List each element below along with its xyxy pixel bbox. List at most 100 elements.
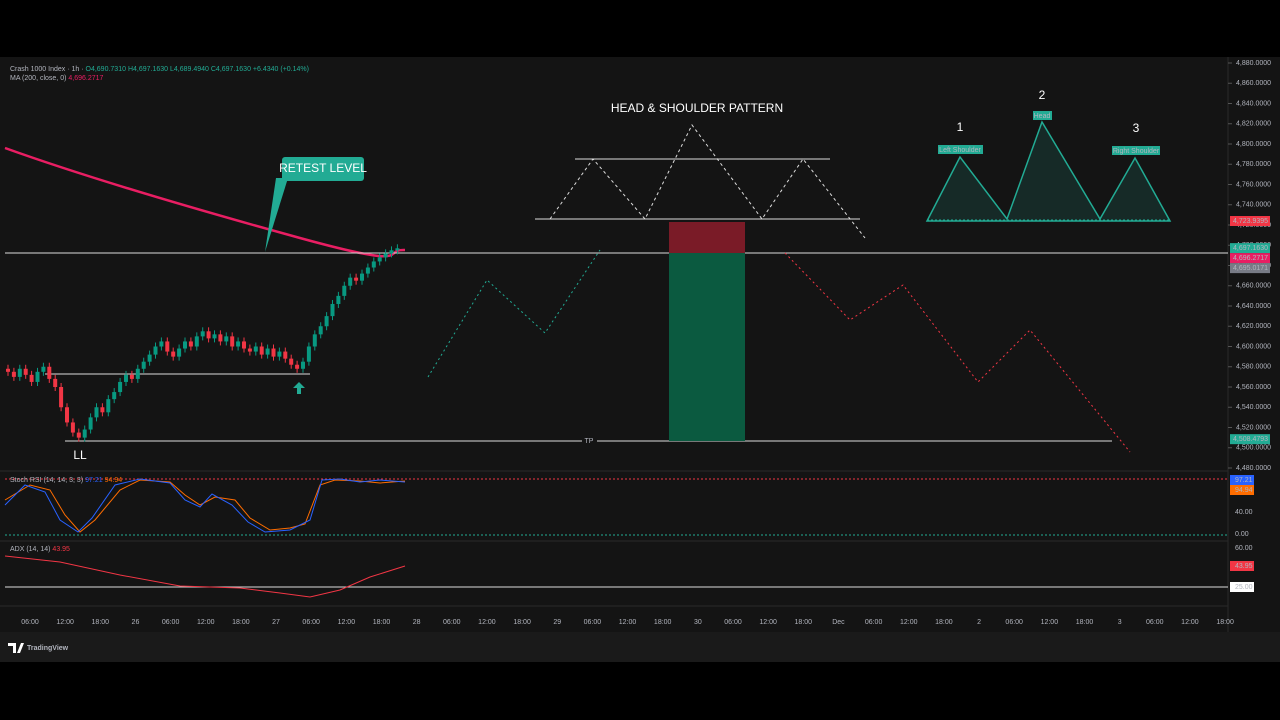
candle bbox=[29, 374, 34, 382]
time-tick: 06:00 bbox=[584, 619, 602, 626]
candle bbox=[271, 348, 276, 357]
candle bbox=[330, 303, 335, 317]
bottom-bar bbox=[0, 632, 1280, 662]
time-tick: 27 bbox=[272, 619, 280, 626]
candle bbox=[11, 371, 16, 377]
time-tick: 18:00 bbox=[92, 619, 110, 626]
candle bbox=[23, 368, 28, 375]
stoch-legend: Stoch RSI (14, 14, 3, 3) 97.21 94.94 bbox=[10, 477, 122, 484]
price-marker bbox=[1230, 263, 1270, 274]
tag-label: Right Shoulder bbox=[1113, 148, 1160, 155]
price-marker bbox=[1230, 434, 1270, 445]
candle bbox=[395, 248, 400, 251]
time-tick: 06:00 bbox=[865, 619, 883, 626]
hs-sketch bbox=[549, 124, 866, 239]
tp-label: TP bbox=[585, 438, 594, 445]
price-tick: 4,560.0000 bbox=[1236, 384, 1271, 391]
time-tick: 12:00 bbox=[619, 619, 637, 626]
time-tick: 06:00 bbox=[443, 619, 461, 626]
tag bbox=[1033, 111, 1052, 120]
stoch-d bbox=[4, 479, 406, 533]
arrow-up bbox=[293, 382, 305, 394]
time-tick: 26 bbox=[132, 619, 140, 626]
time-tick: 18:00 bbox=[795, 619, 813, 626]
candle bbox=[35, 371, 40, 382]
candle bbox=[336, 295, 341, 304]
candle bbox=[141, 361, 146, 369]
candle bbox=[206, 331, 211, 339]
axis-marker bbox=[1230, 561, 1254, 571]
time-tick: 18:00 bbox=[935, 619, 953, 626]
num: 3 bbox=[1133, 121, 1140, 135]
candle bbox=[47, 366, 52, 379]
candle bbox=[194, 336, 199, 347]
price-tick: 4,860.0000 bbox=[1236, 80, 1271, 87]
candle bbox=[360, 273, 364, 281]
price-marker bbox=[1230, 216, 1270, 227]
candle bbox=[371, 261, 376, 268]
time-tick: 18:00 bbox=[1076, 619, 1094, 626]
price-marker-label: 4,697.1630 bbox=[1233, 245, 1268, 252]
symbol: Crash 1000 Index · 1h · O4,690.7310 H4,6… bbox=[10, 66, 309, 73]
time-tick: 12:00 bbox=[1181, 619, 1199, 626]
time-tick: 12:00 bbox=[1041, 619, 1059, 626]
price-tick: 4,760.0000 bbox=[1236, 181, 1271, 188]
candle bbox=[218, 334, 223, 342]
candle bbox=[88, 417, 93, 430]
candle bbox=[118, 381, 123, 393]
candle bbox=[389, 250, 394, 254]
tag-label: Head bbox=[1034, 113, 1051, 120]
candle bbox=[70, 422, 75, 433]
price-marker bbox=[1230, 243, 1270, 254]
price-tick: 4,740.0000 bbox=[1236, 202, 1271, 209]
logo bbox=[8, 643, 24, 653]
stoch-tick: 97.21 bbox=[1235, 477, 1253, 484]
risk-box bbox=[669, 222, 745, 253]
price-tick: 4,840.0000 bbox=[1236, 100, 1271, 107]
num: 2 bbox=[1039, 88, 1046, 102]
time-tick: 18:00 bbox=[654, 619, 672, 626]
adx-tick: 43.95 bbox=[1235, 563, 1253, 570]
candle bbox=[129, 374, 134, 379]
adx-legend: ADX (14, 14) 43.95 bbox=[10, 546, 70, 553]
callout-pointer bbox=[265, 178, 288, 252]
price-tick: 4,480.0000 bbox=[1236, 465, 1271, 472]
price-tick: 4,540.0000 bbox=[1236, 404, 1271, 411]
ma-line bbox=[4, 146, 406, 258]
price-marker bbox=[1230, 253, 1270, 264]
price-tick: 4,780.0000 bbox=[1236, 161, 1271, 168]
candle bbox=[283, 351, 288, 359]
time-tick: Dec bbox=[832, 619, 845, 626]
candle bbox=[318, 326, 323, 335]
price-tick: 4,820.0000 bbox=[1236, 121, 1271, 128]
time-tick: 18:00 bbox=[1216, 619, 1234, 626]
candle bbox=[171, 351, 176, 357]
candle bbox=[259, 346, 264, 355]
candle bbox=[301, 361, 305, 369]
candle bbox=[135, 368, 140, 379]
adx-tick: 25.00 bbox=[1235, 584, 1253, 591]
candle bbox=[124, 374, 128, 382]
pattern-title: HEAD & SHOULDER PATTERN bbox=[611, 101, 783, 115]
candle bbox=[265, 348, 270, 355]
price-marker-label: 4,695.0171 bbox=[1233, 265, 1268, 272]
candle bbox=[112, 392, 117, 400]
retest-label: RETEST LEVEL bbox=[279, 161, 367, 175]
time-tick: 18:00 bbox=[373, 619, 391, 626]
stoch-tick: 0.00 bbox=[1235, 531, 1249, 538]
candle bbox=[253, 346, 258, 352]
time-tick: 30 bbox=[694, 619, 702, 626]
candle bbox=[100, 407, 105, 413]
candle bbox=[324, 316, 329, 327]
candle bbox=[236, 341, 241, 347]
axis-marker bbox=[1230, 485, 1254, 495]
candle bbox=[224, 336, 229, 342]
candle bbox=[183, 341, 187, 349]
projection-up bbox=[427, 249, 601, 378]
candle bbox=[289, 358, 294, 365]
candle bbox=[165, 341, 170, 352]
candle bbox=[383, 253, 388, 258]
price-marker-label: 4,723.9395 bbox=[1233, 218, 1268, 225]
